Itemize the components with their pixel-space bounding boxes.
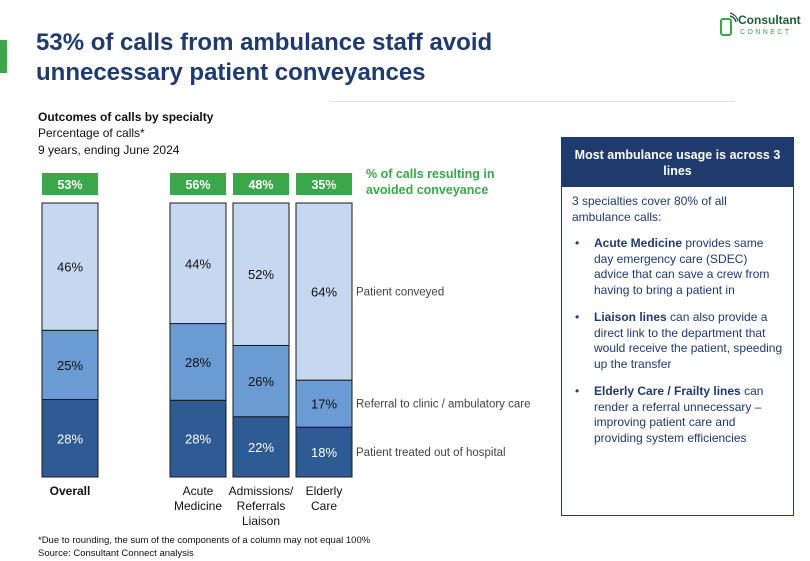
bullet-text: can render a referral unnecessary – impr…	[594, 384, 764, 445]
rounding-footnote: *Due to rounding, the sum of the compone…	[38, 535, 371, 546]
avoided-value: 35%	[311, 178, 336, 192]
bullet-bold: Acute Medicine	[594, 236, 683, 250]
bar-segment	[295, 426, 353, 478]
data-label: 52%	[248, 267, 274, 282]
bar-segment	[295, 202, 353, 381]
source-footnote: Source: Consultant Connect analysis	[38, 548, 194, 559]
avoided-legend-line: % of calls resulting in	[366, 167, 495, 181]
data-label: 64%	[311, 285, 337, 300]
logo: Consultant CONNECT	[718, 12, 801, 42]
bar-segment	[232, 202, 290, 346]
avoided-legend: % of calls resulting in avoided conveyanc…	[366, 167, 495, 197]
bar-segment	[232, 344, 290, 418]
insight-panel: Most ambulance usage is across 3 lines 3…	[561, 137, 794, 516]
stacked-bar-chart: 28% 25% 46% 53% Overall 28% 28% 44% 56% Acute Medi…	[41, 167, 530, 528]
bar-segment	[41, 202, 99, 331]
panel-bullet: • Liaison lines can also provide a direc…	[572, 310, 783, 372]
panel-heading: Most ambulance usage is across 3 lines	[562, 138, 793, 187]
header-divider	[330, 101, 735, 102]
category-label-line: Medicine	[174, 499, 222, 513]
category-label: Elderly Care	[306, 484, 343, 513]
avoided-badge	[296, 173, 352, 195]
bullet-dot: •	[575, 384, 580, 398]
avoided-value: 53%	[57, 178, 82, 192]
category-label-line: Care	[311, 499, 337, 513]
data-label: 46%	[57, 260, 83, 275]
chart-title: Outcomes of calls by specialty	[38, 110, 214, 124]
data-label: 22%	[248, 440, 274, 455]
panel-body: 3 specialties cover 80% of all ambulance…	[562, 187, 793, 446]
bar-segment	[41, 329, 99, 401]
category-label-line: Overall	[50, 484, 91, 498]
bar-segment	[169, 202, 227, 325]
data-label: 25%	[57, 358, 83, 373]
panel-intro: 3 specialties cover 80% of all ambulance…	[572, 194, 727, 224]
avoided-value: 48%	[248, 178, 273, 192]
data-label: 28%	[185, 355, 211, 370]
page-title: 53% of calls from ambulance staff avoid …	[36, 29, 493, 86]
data-label: 28%	[57, 431, 83, 446]
bullet-dot: •	[575, 236, 580, 250]
category-label: Acute Medicine	[174, 484, 222, 513]
category-label-line: Referrals	[237, 499, 286, 513]
data-label: 17%	[311, 397, 337, 412]
bar-segment	[41, 399, 99, 478]
category-label-line: Acute	[183, 484, 214, 498]
category-label-line: Elderly	[306, 484, 343, 498]
bullet-bold: Liaison lines	[594, 310, 667, 324]
category-label-line: Liaison	[242, 514, 280, 528]
avoided-badge	[233, 173, 289, 195]
bullet-dot: •	[575, 310, 580, 324]
title-accent-bar	[0, 40, 7, 73]
bullet-text: can also provide a direct link to the de…	[594, 310, 783, 371]
chart-period: 9 years, ending June 2024	[38, 143, 180, 157]
data-label: 28%	[185, 432, 211, 447]
avoided-badge	[170, 173, 226, 195]
avoided-legend-line: avoided conveyance	[366, 183, 488, 197]
category-label: Admissions/Referrals Liaison	[229, 484, 294, 528]
logo-subtext: CONNECT	[740, 29, 792, 36]
series-label: Patient treated out of hospital	[356, 447, 506, 459]
series-label: Patient conveyed	[356, 287, 444, 299]
phone-logo-icon	[720, 12, 739, 36]
category-label: Overall	[50, 484, 91, 498]
data-label: 18%	[311, 445, 337, 460]
data-label: 26%	[248, 374, 274, 389]
panel-bullet: • Acute Medicine provides same day emerg…	[572, 236, 783, 298]
bar-segment	[169, 399, 227, 478]
bullet-bold: Elderly Care / Frailty lines	[594, 384, 741, 398]
avoided-value: 56%	[185, 178, 210, 192]
bar-segment	[169, 323, 227, 401]
data-label: 44%	[185, 256, 211, 271]
bullet-text: provides same day emergency care (SDEC) …	[594, 236, 770, 297]
bar-segment	[295, 379, 353, 428]
avoided-badge	[42, 173, 98, 195]
chart-subtitle: Percentage of calls*	[38, 126, 145, 140]
series-label: Referral to clinic / ambulatory care	[356, 399, 530, 411]
category-label-line: Admissions/	[229, 484, 294, 498]
panel-bullet: • Elderly Care / Frailty lines can rende…	[572, 384, 783, 446]
logo-text: Consultant	[738, 13, 801, 27]
